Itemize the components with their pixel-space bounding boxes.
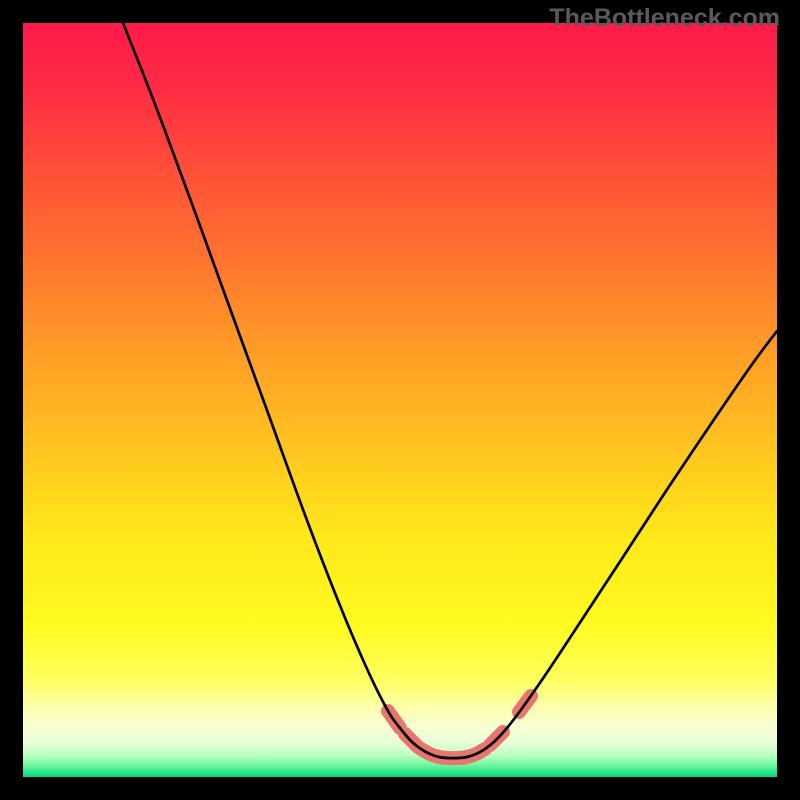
watermark-text: TheBottleneck.com <box>549 4 780 33</box>
chart-svg <box>23 23 777 777</box>
plot-area <box>23 23 777 777</box>
gradient-background <box>23 23 777 777</box>
